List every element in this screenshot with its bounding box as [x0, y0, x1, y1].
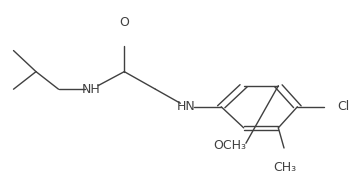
Text: OCH₃: OCH₃: [213, 139, 246, 153]
Text: Cl: Cl: [337, 100, 349, 113]
Text: HN: HN: [177, 100, 196, 113]
Text: O: O: [119, 16, 129, 30]
Text: NH: NH: [82, 83, 101, 96]
Text: CH₃: CH₃: [274, 161, 297, 174]
